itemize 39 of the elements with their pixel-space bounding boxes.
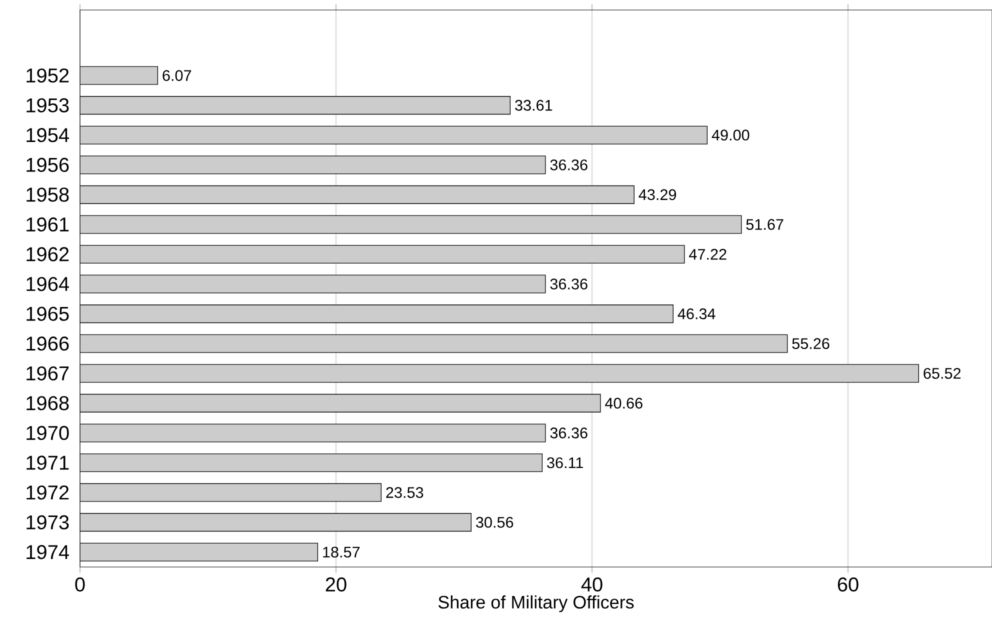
y-tick-label: 1968 xyxy=(26,396,69,410)
y-tick-label: 1973 xyxy=(26,515,69,530)
y-tick-label: 1958 xyxy=(26,188,69,202)
data-label: 6.07 xyxy=(162,70,192,81)
data-label: 43.29 xyxy=(638,189,676,200)
data-label: 65.52 xyxy=(924,368,961,379)
y-tick-label: 1974 xyxy=(26,545,70,560)
y-tick-label: 1965 xyxy=(26,306,69,321)
data-label: 51.67 xyxy=(746,219,784,230)
data-label: 18.57 xyxy=(323,546,360,558)
data-label: 36.11 xyxy=(547,457,583,468)
y-tick-label: 1954 xyxy=(26,128,70,142)
y-tick-label: 1967 xyxy=(26,366,69,380)
data-label: 55.26 xyxy=(792,338,830,350)
data-label: 36.36 xyxy=(550,428,588,438)
y-tick-label: 1953 xyxy=(26,98,69,112)
y-tick-label: 1961 xyxy=(26,217,69,232)
x-tick-label: 20 xyxy=(326,577,346,592)
data-label: 36.36 xyxy=(550,278,588,290)
x-tick-label: 0 xyxy=(75,577,85,592)
y-tick-label: 1970 xyxy=(26,426,69,440)
data-label: 36.36 xyxy=(550,159,588,170)
data-label: 33.61 xyxy=(515,100,552,111)
data-label: 23.53 xyxy=(386,487,424,498)
y-tick-label: 1962 xyxy=(26,247,69,262)
data-label: 47.22 xyxy=(689,248,726,260)
x-tick-label: 40 xyxy=(581,577,602,592)
y-tick-label: 1972 xyxy=(26,485,69,500)
data-label: 46.34 xyxy=(678,308,716,320)
data-label: 40.66 xyxy=(605,398,642,409)
data-label: 30.56 xyxy=(476,516,514,528)
y-tick-label: 1964 xyxy=(26,276,70,292)
x-tick-label: 60 xyxy=(838,577,858,592)
y-tick-label: 1971 xyxy=(26,456,69,470)
x-axis-title: Share of Military Officers xyxy=(438,595,634,612)
y-tick-label: 1952 xyxy=(26,68,69,83)
data-label: 49.00 xyxy=(712,130,750,141)
y-tick-label: 1956 xyxy=(26,158,69,172)
y-tick-label: 1966 xyxy=(26,336,69,351)
